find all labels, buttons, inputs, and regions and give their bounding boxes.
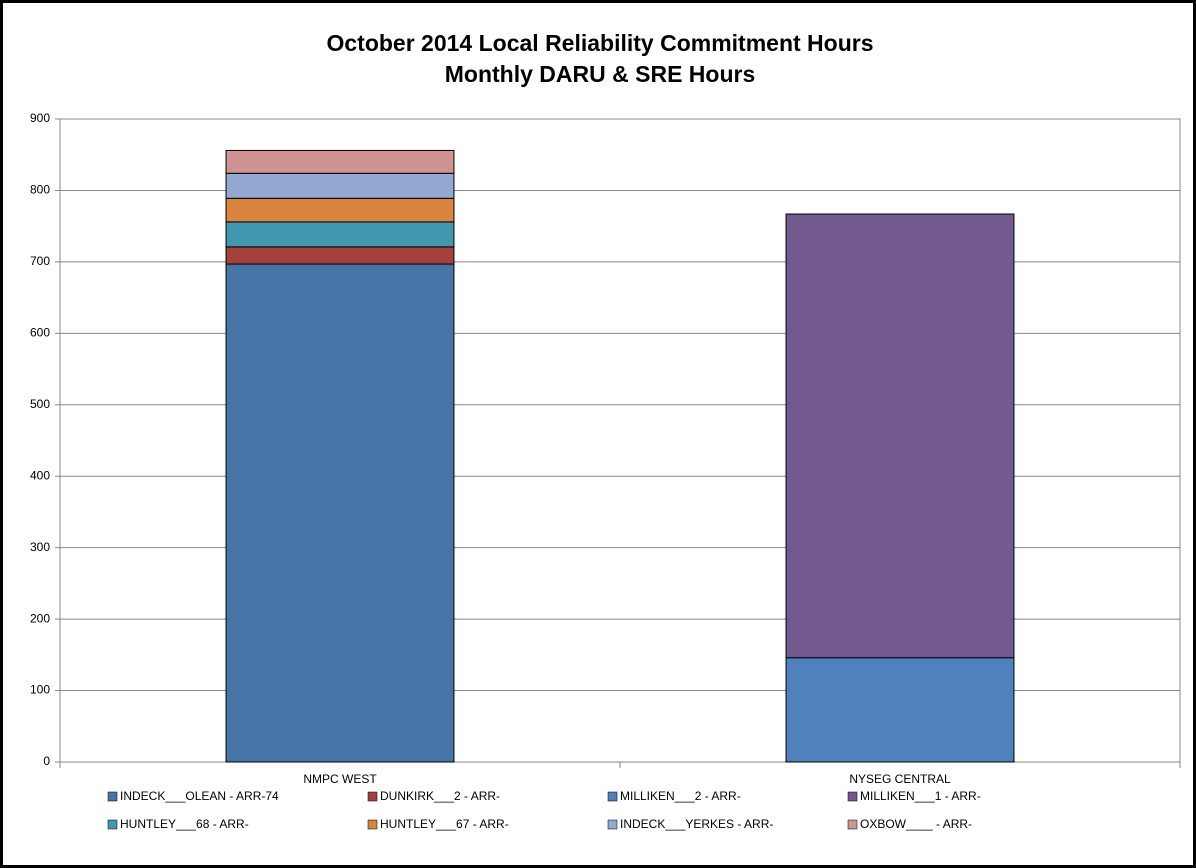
y-tick-label: 800 <box>30 183 50 197</box>
y-tick-label: 400 <box>30 468 50 482</box>
y-tick-label: 300 <box>30 540 50 554</box>
chart-subtitle: Monthly DARU & SRE Hours <box>445 61 756 87</box>
legend-label: MILLIKEN___1 - ARR- <box>860 789 981 803</box>
legend-swatch <box>107 819 118 830</box>
bar-segment <box>225 221 455 248</box>
y-tick-label: 900 <box>30 111 50 125</box>
legend-swatch <box>107 791 118 802</box>
legend-label: HUNTLEY___68 - ARR- <box>120 817 249 831</box>
y-tick-label: 100 <box>30 683 50 697</box>
bar-segment <box>225 172 455 199</box>
legend-swatch <box>847 791 858 802</box>
bar-segment <box>225 149 455 174</box>
legend-swatch <box>367 819 378 830</box>
y-tick-label: 200 <box>30 611 50 625</box>
chart-title: October 2014 Local Reliability Commitmen… <box>326 30 873 56</box>
legend-swatch <box>367 791 378 802</box>
y-tick-label: 0 <box>43 754 50 768</box>
x-tick-label: NMPC WEST <box>303 772 377 786</box>
y-tick-label: 600 <box>30 326 50 340</box>
legend-label: INDECK___OLEAN - ARR-74 <box>120 789 279 803</box>
bar-segment <box>225 263 455 763</box>
x-tick-label: NYSEG CENTRAL <box>849 772 951 786</box>
legend-label: MILLIKEN___2 - ARR- <box>620 789 741 803</box>
legend-label: DUNKIRK___2 - ARR- <box>380 789 500 803</box>
legend-label: HUNTLEY___67 - ARR- <box>380 817 509 831</box>
y-tick-label: 500 <box>30 397 50 411</box>
legend-swatch <box>607 791 618 802</box>
legend-swatch <box>847 819 858 830</box>
legend-swatch <box>607 819 618 830</box>
bar-segment <box>225 197 455 223</box>
bar-segment <box>785 657 1015 763</box>
bar-segment <box>785 213 1015 659</box>
legend-label: INDECK___YERKES - ARR- <box>620 817 773 831</box>
y-tick-label: 700 <box>30 254 50 268</box>
legend-label: OXBOW____ - ARR- <box>860 817 972 831</box>
bar-segment <box>225 246 455 265</box>
